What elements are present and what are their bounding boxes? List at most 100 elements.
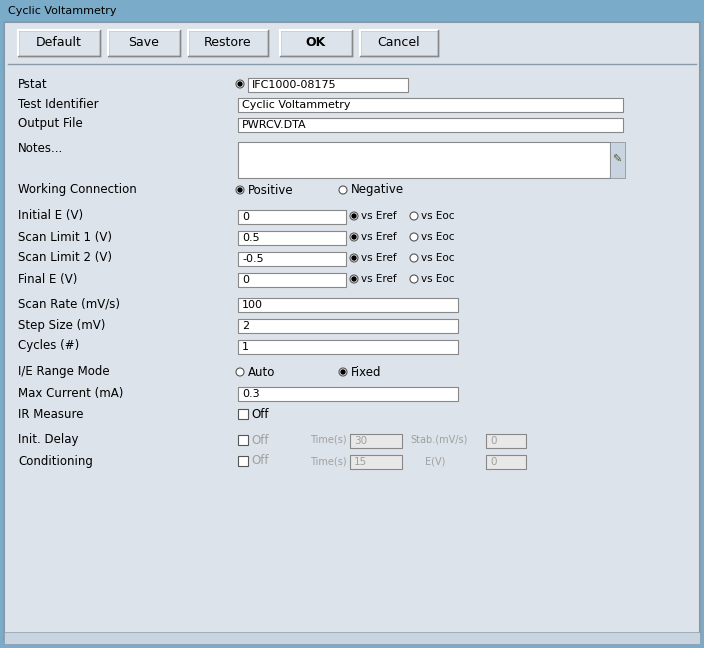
Text: Notes...: Notes... xyxy=(18,141,63,154)
Text: E(V): E(V) xyxy=(425,456,446,466)
Bar xyxy=(238,142,610,178)
Circle shape xyxy=(350,212,358,220)
Bar xyxy=(238,273,346,287)
Text: IR Measure: IR Measure xyxy=(18,408,84,421)
Text: Init. Delay: Init. Delay xyxy=(18,434,79,446)
Text: I/E Range Mode: I/E Range Mode xyxy=(18,365,110,378)
Bar xyxy=(248,78,408,92)
Bar xyxy=(238,319,458,333)
Text: Time(s): Time(s) xyxy=(310,435,346,445)
Bar xyxy=(610,142,625,178)
Circle shape xyxy=(339,186,347,194)
Bar xyxy=(238,340,458,354)
Circle shape xyxy=(352,256,356,260)
Text: Fixed: Fixed xyxy=(351,365,382,378)
Text: Save: Save xyxy=(129,36,159,49)
Text: ✎: ✎ xyxy=(612,155,622,165)
Text: 0: 0 xyxy=(242,275,249,285)
Bar xyxy=(238,387,458,401)
Text: vs Eref: vs Eref xyxy=(361,232,396,242)
Text: Time(s): Time(s) xyxy=(310,456,346,466)
Circle shape xyxy=(352,214,356,218)
Text: 2: 2 xyxy=(242,321,249,331)
Text: Initial E (V): Initial E (V) xyxy=(18,209,83,222)
Text: 15: 15 xyxy=(354,457,367,467)
Bar xyxy=(238,98,623,112)
Circle shape xyxy=(236,80,244,88)
Bar xyxy=(188,30,268,56)
Text: IFC1000-08175: IFC1000-08175 xyxy=(252,80,337,90)
Text: Stab.(mV/s): Stab.(mV/s) xyxy=(410,435,467,445)
Text: 0.5: 0.5 xyxy=(242,233,260,243)
Text: Scan Limit 1 (V): Scan Limit 1 (V) xyxy=(18,231,112,244)
Circle shape xyxy=(350,275,358,283)
Text: vs Eref: vs Eref xyxy=(361,253,396,263)
Text: 100: 100 xyxy=(242,300,263,310)
Circle shape xyxy=(352,235,356,239)
Bar xyxy=(0,0,704,22)
Text: 1: 1 xyxy=(242,342,249,352)
Bar xyxy=(108,30,180,56)
Text: Positive: Positive xyxy=(248,183,294,196)
Text: Working Connection: Working Connection xyxy=(18,183,137,196)
Circle shape xyxy=(236,368,244,376)
Bar xyxy=(238,409,248,419)
Bar xyxy=(4,632,700,644)
Bar xyxy=(238,298,458,312)
Circle shape xyxy=(350,254,358,262)
Text: vs Eoc: vs Eoc xyxy=(421,274,455,284)
Bar xyxy=(238,456,248,466)
Bar xyxy=(486,434,526,448)
Bar xyxy=(238,118,623,132)
Circle shape xyxy=(238,82,242,86)
Bar xyxy=(360,30,438,56)
Text: 0: 0 xyxy=(490,457,496,467)
Text: Test Identifier: Test Identifier xyxy=(18,97,99,111)
Bar xyxy=(238,210,346,224)
Text: vs Eref: vs Eref xyxy=(361,274,396,284)
Text: Cyclic Voltammetry: Cyclic Voltammetry xyxy=(242,100,351,110)
Text: Default: Default xyxy=(36,36,82,49)
Text: OK: OK xyxy=(306,36,326,49)
Bar xyxy=(238,252,346,266)
Text: Pstat: Pstat xyxy=(18,78,48,91)
Bar xyxy=(18,30,100,56)
Text: Off: Off xyxy=(251,408,268,421)
Bar xyxy=(238,231,346,245)
Circle shape xyxy=(352,277,356,281)
Circle shape xyxy=(410,275,418,283)
Bar xyxy=(280,30,352,56)
Bar xyxy=(350,455,402,469)
Circle shape xyxy=(410,233,418,241)
Text: 30: 30 xyxy=(354,436,367,446)
Text: vs Eoc: vs Eoc xyxy=(421,232,455,242)
Text: Negative: Negative xyxy=(351,183,404,196)
Text: PWRCV.DTA: PWRCV.DTA xyxy=(242,120,307,130)
Text: Max Current (mA): Max Current (mA) xyxy=(18,386,123,400)
Text: Cyclic Voltammetry: Cyclic Voltammetry xyxy=(8,6,116,16)
Text: Scan Rate (mV/s): Scan Rate (mV/s) xyxy=(18,297,120,310)
Text: Auto: Auto xyxy=(248,365,275,378)
Text: 0.3: 0.3 xyxy=(242,389,260,399)
Text: Conditioning: Conditioning xyxy=(18,454,93,467)
Text: vs Eoc: vs Eoc xyxy=(421,211,455,221)
Circle shape xyxy=(339,368,347,376)
Text: Scan Limit 2 (V): Scan Limit 2 (V) xyxy=(18,251,112,264)
Text: 0: 0 xyxy=(490,436,496,446)
Text: Cancel: Cancel xyxy=(377,36,420,49)
Text: Off: Off xyxy=(251,454,268,467)
Circle shape xyxy=(341,370,345,374)
Text: Final E (V): Final E (V) xyxy=(18,273,77,286)
Bar xyxy=(486,455,526,469)
Bar xyxy=(238,435,248,445)
Text: -0.5: -0.5 xyxy=(242,254,263,264)
Circle shape xyxy=(236,186,244,194)
Bar xyxy=(350,434,402,448)
Text: 0: 0 xyxy=(242,212,249,222)
Text: Output File: Output File xyxy=(18,117,83,130)
Text: vs Eref: vs Eref xyxy=(361,211,396,221)
Text: Cycles (#): Cycles (#) xyxy=(18,340,80,353)
Text: Step Size (mV): Step Size (mV) xyxy=(18,319,106,332)
Circle shape xyxy=(410,212,418,220)
Text: Off: Off xyxy=(251,434,268,446)
